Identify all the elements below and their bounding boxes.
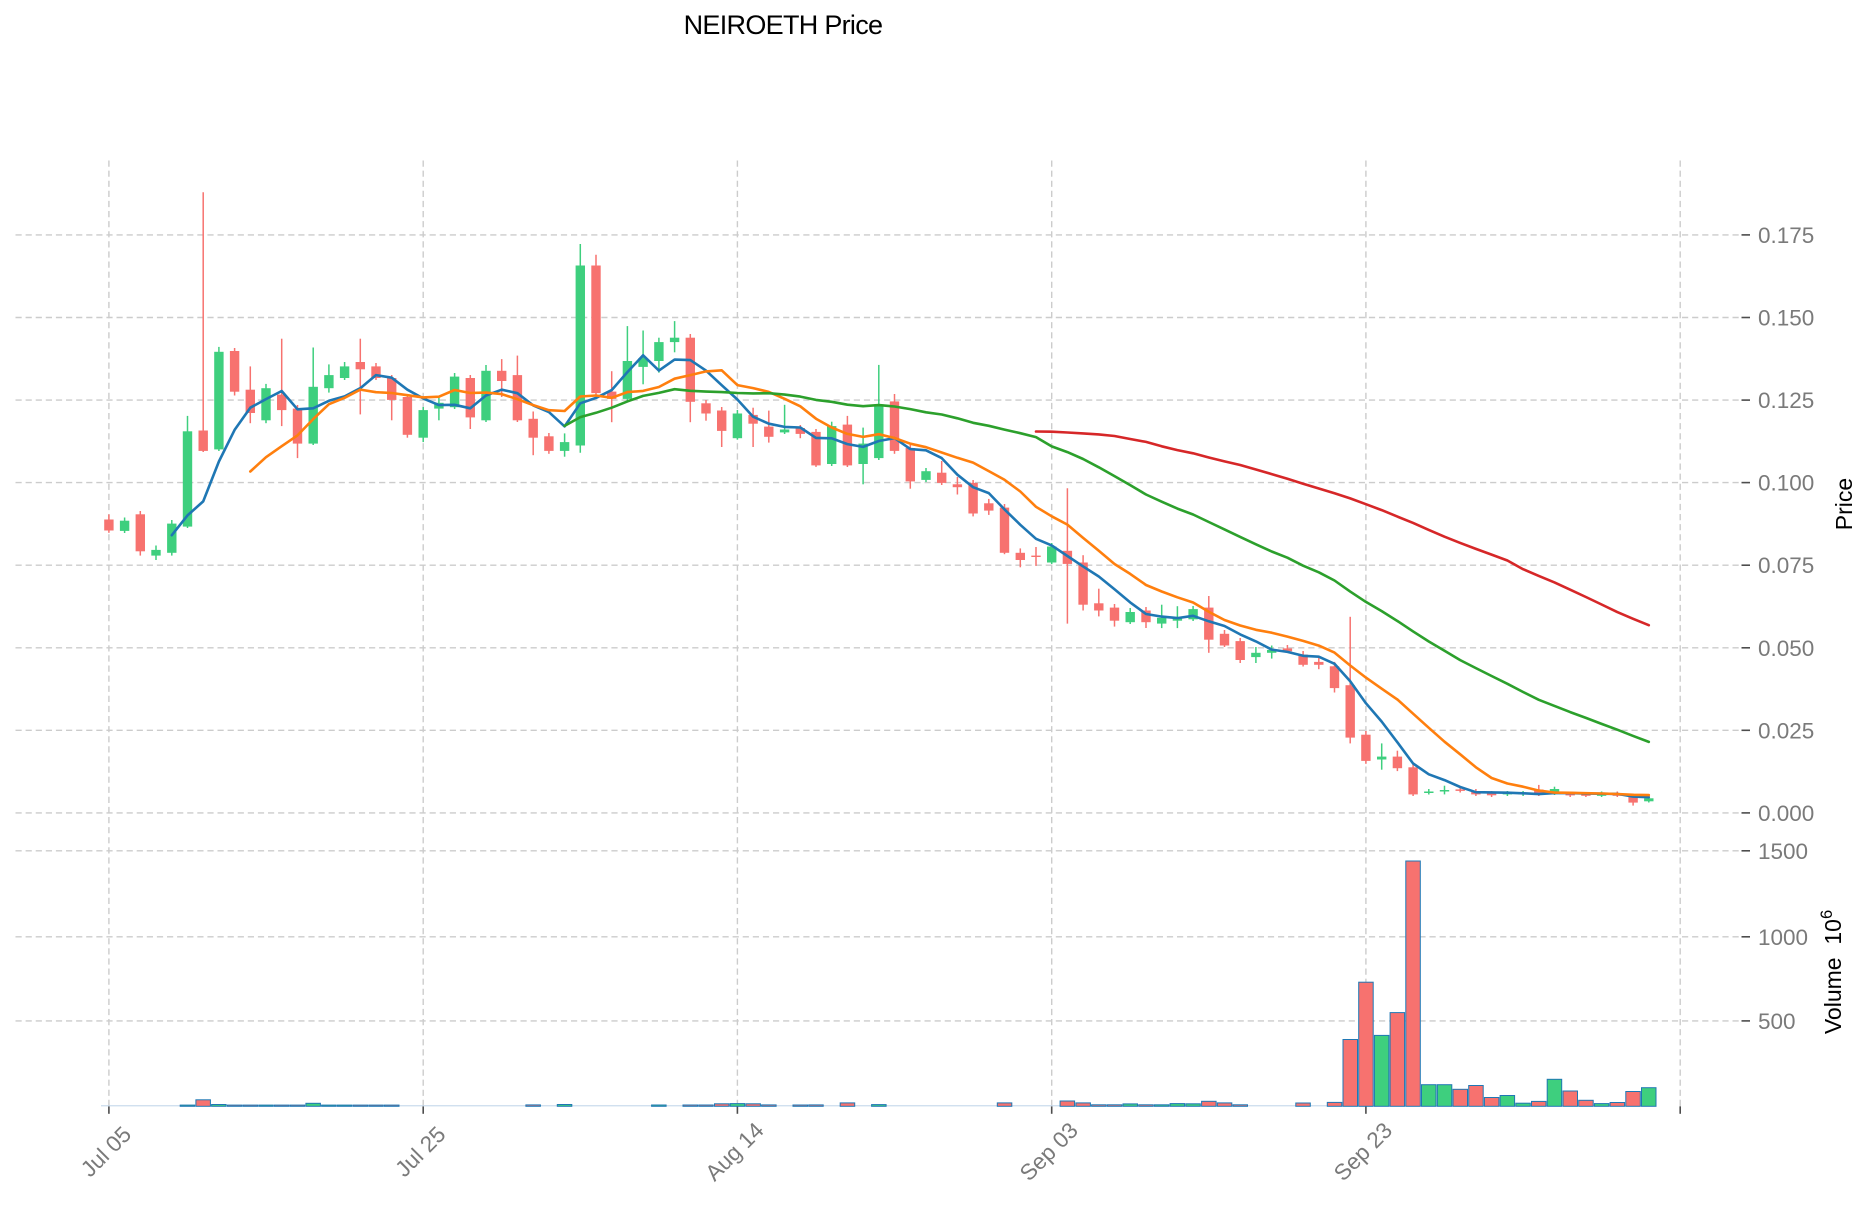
svg-text:Price: Price [1831,478,1857,530]
svg-text:1500: 1500 [1758,839,1808,864]
svg-text:1000: 1000 [1758,925,1808,950]
svg-text:0.150: 0.150 [1758,306,1814,331]
svg-text:0.050: 0.050 [1758,636,1814,661]
svg-text:0.025: 0.025 [1758,718,1814,743]
svg-text:0.175: 0.175 [1758,223,1814,248]
svg-text:0.000: 0.000 [1758,801,1814,826]
svg-text:0.075: 0.075 [1758,553,1814,578]
svg-text:0.100: 0.100 [1758,471,1814,496]
svg-text:0.125: 0.125 [1758,388,1814,413]
svg-text:NEIROETH Price: NEIROETH Price [684,10,883,40]
svg-text:Volume 106: Volume 106 [1818,910,1846,1034]
svg-text:500: 500 [1758,1009,1796,1034]
